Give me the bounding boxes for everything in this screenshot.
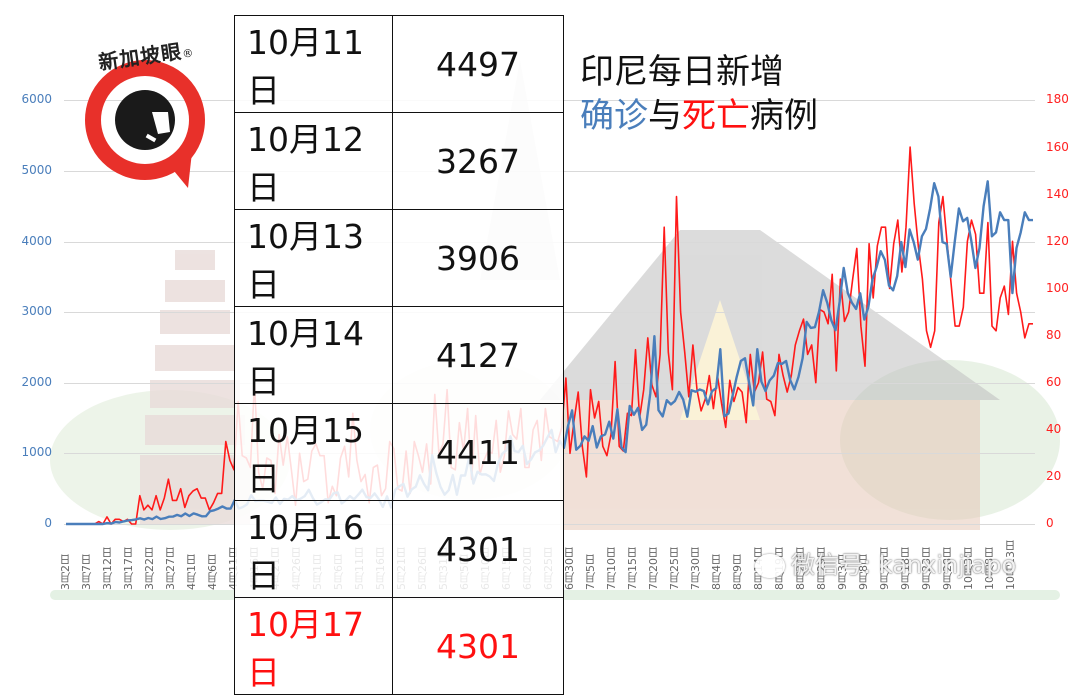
registered-mark: ® bbox=[181, 46, 196, 61]
table-value: 4301 bbox=[392, 500, 564, 598]
title-deaths: 死亡 bbox=[682, 96, 750, 136]
chart-title: 印尼每日新增 确诊与死亡病例 bbox=[580, 50, 818, 138]
eye-pin-icon bbox=[85, 60, 205, 188]
table-row: 10月14日 4127 bbox=[234, 306, 564, 404]
table-value: 3906 bbox=[392, 209, 564, 307]
y-tick-left: 0 bbox=[44, 516, 52, 530]
table-row: 10月11日 4497 bbox=[234, 15, 564, 113]
table-value: 4497 bbox=[392, 15, 564, 113]
table-date: 10月17日 bbox=[234, 597, 393, 695]
y-tick-left: 6000 bbox=[21, 92, 52, 106]
y-tick-right: 0 bbox=[1046, 516, 1054, 530]
y-tick-right: 20 bbox=[1046, 469, 1062, 483]
table-date: 10月12日 bbox=[234, 112, 393, 210]
table-date: 10月14日 bbox=[234, 306, 393, 404]
title-confirmed: 确诊 bbox=[580, 96, 648, 136]
table-row-highlighted: 10月17日 4301 bbox=[234, 597, 564, 695]
table-value: 4301 bbox=[392, 597, 564, 695]
y-tick-right: 100 bbox=[1046, 281, 1069, 295]
table-row: 10月12日 3267 bbox=[234, 112, 564, 210]
title-line-1: 印尼每日新增 bbox=[580, 52, 784, 92]
recent-cases-table: 10月11日 4497 10月12日 3267 10月13日 3906 10月14日 4… bbox=[234, 15, 564, 695]
wechat-watermark: 微信号: kanxinjiapo bbox=[755, 545, 1016, 580]
y-tick-right: 140 bbox=[1046, 187, 1069, 201]
y-tick-left: 2000 bbox=[21, 375, 52, 389]
table-value: 4127 bbox=[392, 306, 564, 404]
watermark-text: 微信号: kanxinjiapo bbox=[791, 551, 1017, 579]
y-tick-right: 40 bbox=[1046, 422, 1062, 436]
table-row: 10月13日 3906 bbox=[234, 209, 564, 307]
y-tick-left: 5000 bbox=[21, 163, 52, 177]
y-tick-right: 160 bbox=[1046, 140, 1069, 154]
y-tick-right: 120 bbox=[1046, 234, 1069, 248]
title-cases: 病例 bbox=[750, 96, 818, 136]
table-date: 10月15日 bbox=[234, 403, 393, 501]
title-and: 与 bbox=[648, 96, 682, 136]
table-value: 4411 bbox=[392, 403, 564, 501]
y-tick-left: 4000 bbox=[21, 234, 52, 248]
wechat-icon bbox=[755, 554, 785, 578]
table-date: 10月11日 bbox=[234, 15, 393, 113]
table-date: 10月16日 bbox=[234, 500, 393, 598]
table-value: 3267 bbox=[392, 112, 564, 210]
y-tick-right: 180 bbox=[1046, 92, 1069, 106]
y-tick-left: 1000 bbox=[21, 445, 52, 459]
y-tick-right: 80 bbox=[1046, 328, 1062, 342]
title-line-2: 确诊与死亡病例 bbox=[580, 94, 818, 138]
table-date: 10月13日 bbox=[234, 209, 393, 307]
y-tick-left: 3000 bbox=[21, 304, 52, 318]
table-row: 10月16日 4301 bbox=[234, 500, 564, 598]
table-row: 10月15日 4411 bbox=[234, 403, 564, 501]
y-tick-right: 60 bbox=[1046, 375, 1062, 389]
